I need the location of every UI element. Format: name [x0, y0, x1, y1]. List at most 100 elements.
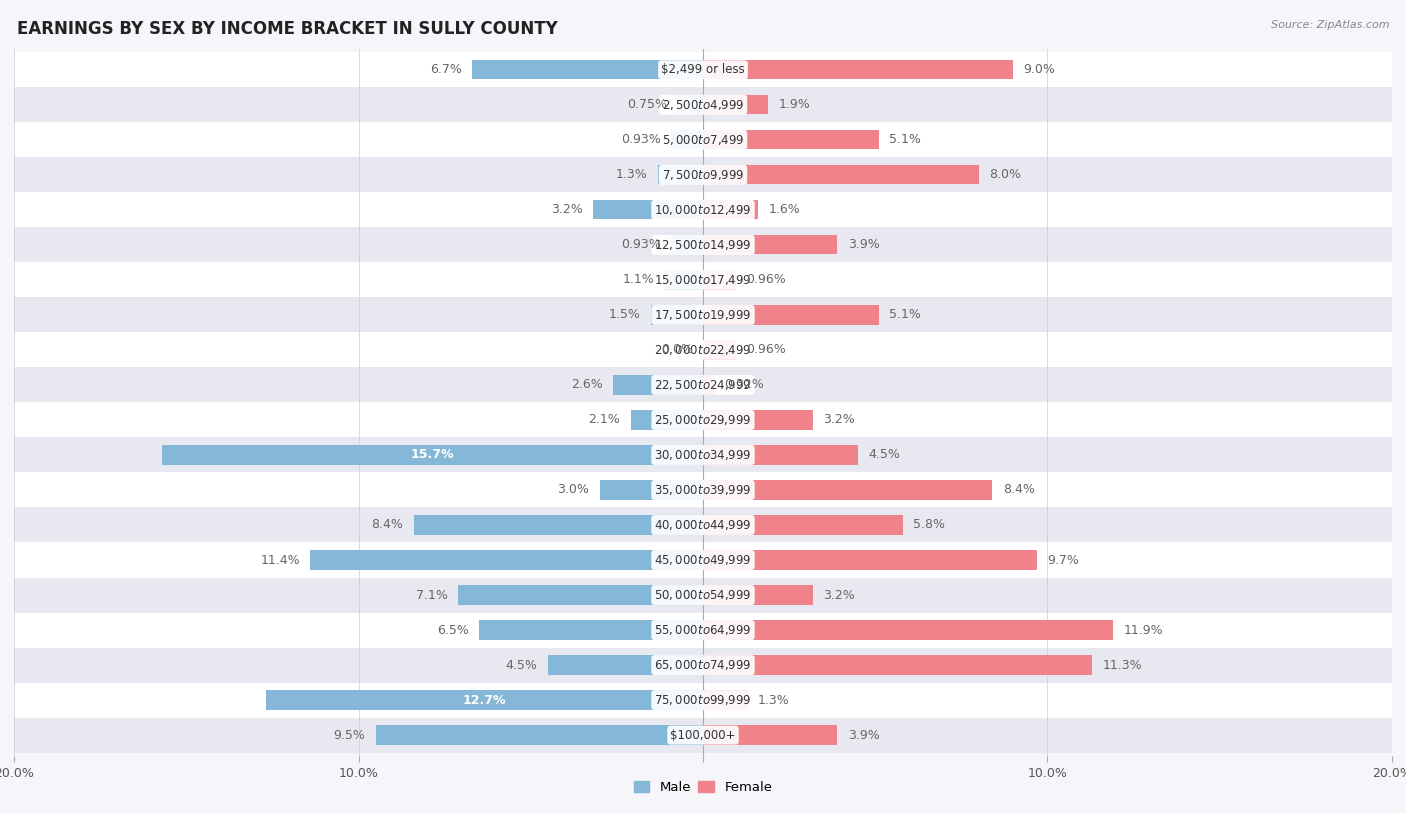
Text: 2.6%: 2.6% [571, 378, 603, 391]
Text: 9.5%: 9.5% [333, 728, 366, 741]
Text: 9.0%: 9.0% [1024, 63, 1056, 76]
Bar [658, 165, 703, 185]
Text: 3.2%: 3.2% [824, 414, 855, 427]
Text: 11.3%: 11.3% [1102, 659, 1142, 672]
Text: $17,500 to $19,999: $17,500 to $19,999 [654, 308, 752, 322]
Text: 11.4%: 11.4% [260, 554, 299, 567]
Text: 4.5%: 4.5% [506, 659, 537, 672]
Text: $10,000 to $12,499: $10,000 to $12,499 [654, 203, 752, 217]
Text: $100,000+: $100,000+ [671, 728, 735, 741]
Text: $12,500 to $14,999: $12,500 to $14,999 [654, 238, 752, 252]
Bar [678, 95, 703, 115]
Text: 0.93%: 0.93% [621, 238, 661, 251]
Text: 1.3%: 1.3% [758, 693, 790, 706]
Bar [14, 298, 1392, 333]
Bar [613, 376, 703, 394]
Bar [703, 376, 714, 394]
Text: 1.6%: 1.6% [769, 203, 800, 216]
Bar [671, 235, 703, 254]
Text: $45,000 to $49,999: $45,000 to $49,999 [654, 553, 752, 567]
Text: $75,000 to $99,999: $75,000 to $99,999 [654, 693, 752, 707]
Bar [14, 718, 1392, 753]
Bar [703, 165, 979, 185]
Bar [14, 228, 1392, 263]
Text: $25,000 to $29,999: $25,000 to $29,999 [654, 413, 752, 427]
Text: 8.4%: 8.4% [371, 519, 404, 532]
Bar [703, 200, 758, 220]
Bar [472, 60, 703, 80]
Text: 12.7%: 12.7% [463, 693, 506, 706]
Text: 7.1%: 7.1% [416, 589, 449, 602]
Text: $2,500 to $4,999: $2,500 to $4,999 [662, 98, 744, 112]
Text: 0.75%: 0.75% [627, 98, 666, 111]
Bar [703, 725, 838, 745]
Bar [599, 480, 703, 500]
Text: 0.96%: 0.96% [747, 273, 786, 286]
Bar [14, 158, 1392, 193]
Bar [375, 725, 703, 745]
Text: $15,000 to $17,499: $15,000 to $17,499 [654, 273, 752, 287]
Bar [593, 200, 703, 220]
Bar [703, 690, 748, 710]
Bar [703, 480, 993, 500]
Text: 11.9%: 11.9% [1123, 624, 1163, 637]
Bar [14, 122, 1392, 158]
Bar [14, 263, 1392, 298]
Text: $50,000 to $54,999: $50,000 to $54,999 [654, 588, 752, 602]
Text: 15.7%: 15.7% [411, 449, 454, 462]
Bar [631, 411, 703, 429]
Bar [651, 305, 703, 324]
Bar [458, 585, 703, 605]
Bar [703, 411, 813, 429]
Bar [479, 620, 703, 640]
Bar [703, 515, 903, 535]
Text: 8.0%: 8.0% [988, 168, 1021, 181]
Text: 1.9%: 1.9% [779, 98, 810, 111]
Bar [14, 647, 1392, 683]
Bar [162, 446, 703, 464]
Text: 0.0%: 0.0% [661, 343, 693, 356]
Text: 3.9%: 3.9% [848, 238, 879, 251]
Bar [14, 683, 1392, 718]
Text: $30,000 to $34,999: $30,000 to $34,999 [654, 448, 752, 462]
Bar [703, 305, 879, 324]
Bar [703, 585, 813, 605]
Bar [703, 341, 737, 359]
Text: 8.4%: 8.4% [1002, 484, 1035, 497]
Bar [703, 130, 879, 150]
Bar [14, 507, 1392, 542]
Text: 4.5%: 4.5% [869, 449, 900, 462]
Bar [703, 235, 838, 254]
Bar [671, 130, 703, 150]
Bar [14, 193, 1392, 228]
Text: 0.32%: 0.32% [724, 378, 763, 391]
Bar [703, 550, 1038, 570]
Text: 5.1%: 5.1% [889, 133, 921, 146]
Bar [665, 270, 703, 289]
Text: 3.2%: 3.2% [551, 203, 582, 216]
Text: 3.0%: 3.0% [557, 484, 589, 497]
Text: 6.7%: 6.7% [430, 63, 461, 76]
Bar [413, 515, 703, 535]
Bar [14, 52, 1392, 87]
Text: 0.96%: 0.96% [747, 343, 786, 356]
Text: $20,000 to $22,499: $20,000 to $22,499 [654, 343, 752, 357]
Bar [14, 402, 1392, 437]
Text: Source: ZipAtlas.com: Source: ZipAtlas.com [1271, 20, 1389, 30]
Bar [703, 270, 737, 289]
Bar [703, 95, 769, 115]
Bar [14, 472, 1392, 507]
Bar [703, 620, 1114, 640]
Legend: Male, Female: Male, Female [628, 776, 778, 799]
Text: 3.9%: 3.9% [848, 728, 879, 741]
Text: $2,499 or less: $2,499 or less [661, 63, 745, 76]
Bar [548, 655, 703, 675]
Text: 9.7%: 9.7% [1047, 554, 1080, 567]
Text: 2.1%: 2.1% [589, 414, 620, 427]
Text: 0.93%: 0.93% [621, 133, 661, 146]
Text: 3.2%: 3.2% [824, 589, 855, 602]
Text: $65,000 to $74,999: $65,000 to $74,999 [654, 658, 752, 672]
Bar [14, 542, 1392, 577]
Bar [703, 655, 1092, 675]
Text: 5.8%: 5.8% [912, 519, 945, 532]
